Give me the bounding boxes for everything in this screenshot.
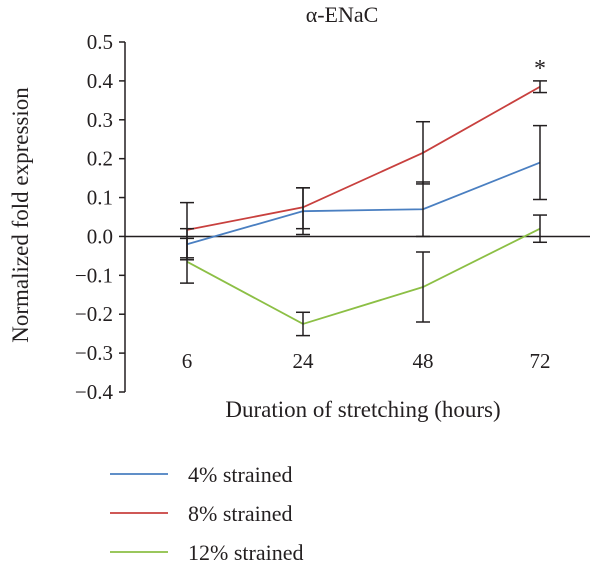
legend-item: 8% strained [110,501,292,526]
x-tick-label: 6 [182,349,193,373]
annotations: * [534,56,546,82]
series-line [186,85,541,231]
x-tick-label: 48 [413,349,434,373]
x-tick-label: 72 [530,349,551,373]
x-tick-labels: 6 24 48 72 [182,349,551,373]
y-tick-label: 0.4 [87,69,114,93]
legend-label: 12% strained [188,540,303,565]
error-bar [180,237,194,284]
error-bar [416,251,430,323]
error-bars [180,80,547,337]
y-tick-label: 0.5 [87,30,113,54]
y-tick-label: 0.2 [87,147,113,171]
y-tick-label: −0.2 [75,302,113,326]
legend-label: 4% strained [188,462,292,487]
chart-title: α-ENaC [306,2,379,27]
x-tick-label: 24 [293,349,315,373]
y-tick-label: 0.0 [87,224,113,248]
y-tick-label: −0.1 [75,263,113,287]
legend-item: 4% strained [110,462,292,487]
y-axis-label: Normalized fold expression [8,87,33,343]
error-bar [533,80,547,94]
y-tick-label: 0.3 [87,108,113,132]
y-tick-label: −0.4 [75,380,114,404]
y-tick-label: 0.1 [87,186,113,210]
legend-label: 8% strained [188,501,292,526]
error-bar [533,214,547,244]
significance-marker: * [534,56,546,82]
error-bar [296,311,310,337]
y-tick-label: −0.3 [75,341,113,365]
y-ticks: 0.5 0.4 0.3 0.2 0.1 0.0 −0.1 −0.2 −0.3 −0.4 [75,30,125,404]
error-bar [533,124,547,201]
x-axis-label: Duration of stretching (hours) [225,397,500,422]
error-bar [296,187,310,230]
legend-item: 12% strained [110,540,303,565]
series-line [186,227,541,325]
legend: 4% strained 8% strained 12% strained [110,462,303,565]
series-lines [186,85,541,325]
series-line [186,161,541,246]
error-bar [416,120,430,185]
